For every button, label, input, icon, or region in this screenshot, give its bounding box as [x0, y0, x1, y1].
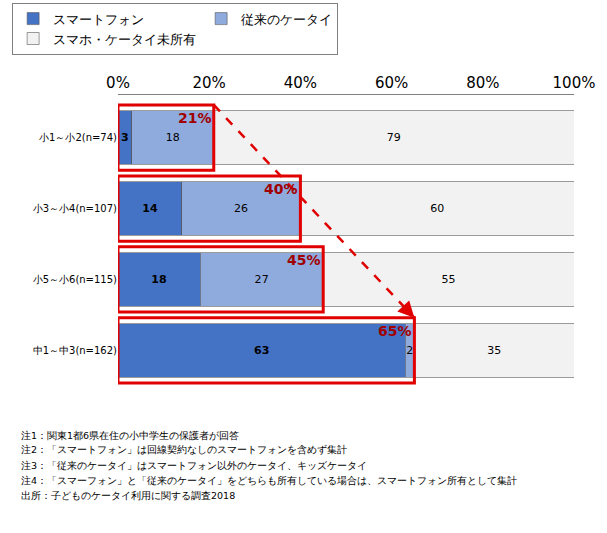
svg-text:27: 27 — [255, 273, 269, 286]
svg-text:55: 55 — [442, 273, 456, 286]
svg-text:注2：「スマートフォン」は回線契約なしのスマートフォンを含め: 注2：「スマートフォン」は回線契約なしのスマートフォンを含めず集計 — [21, 444, 347, 456]
svg-text:26: 26 — [234, 202, 248, 215]
svg-text:60: 60 — [430, 202, 444, 215]
svg-text:3: 3 — [121, 131, 129, 144]
svg-text:小5～小6(n=115): 小5～小6(n=115) — [33, 274, 117, 285]
svg-text:80%: 80% — [466, 74, 499, 92]
svg-text:小3～小4(n=107): 小3～小4(n=107) — [33, 203, 117, 214]
svg-text:35: 35 — [487, 344, 501, 357]
svg-text:出所：子どものケータイ利用に関する調査2018: 出所：子どものケータイ利用に関する調査2018 — [21, 490, 235, 501]
svg-text:40%: 40% — [264, 181, 298, 197]
svg-text:79: 79 — [387, 131, 401, 144]
svg-text:スマホ・ケータイ未所有: スマホ・ケータイ未所有 — [53, 32, 196, 47]
svg-text:65%: 65% — [378, 323, 412, 339]
svg-text:中1～中3(n=162): 中1～中3(n=162) — [33, 345, 117, 356]
svg-text:18: 18 — [151, 273, 166, 286]
svg-text:注3：「従来のケータイ」はスマートフォン以外のケータイ、キッ: 注3：「従来のケータイ」はスマートフォン以外のケータイ、キッズケータイ — [21, 460, 367, 471]
svg-text:スマートフォン: スマートフォン — [53, 12, 144, 27]
svg-text:従来のケータイ: 従来のケータイ — [241, 12, 332, 27]
svg-text:40%: 40% — [284, 74, 317, 92]
svg-text:21%: 21% — [178, 110, 212, 126]
svg-text:60%: 60% — [375, 74, 408, 92]
svg-text:小1～小2(n=74): 小1～小2(n=74) — [39, 132, 117, 143]
svg-text:0%: 0% — [106, 74, 130, 92]
svg-text:2: 2 — [406, 344, 413, 357]
svg-text:63: 63 — [254, 344, 269, 357]
svg-text:注4：「スマーフォン」と「従来のケータイ」をどちらも所有して: 注4：「スマーフォン」と「従来のケータイ」をどちらも所有している場合は、スマート… — [21, 475, 517, 486]
svg-text:18: 18 — [166, 131, 180, 144]
svg-text:注1：関東1都6県在住の小中学生の保護者が回答: 注1：関東1都6県在住の小中学生の保護者が回答 — [21, 430, 239, 441]
svg-text:100%: 100% — [553, 74, 596, 92]
svg-text:14: 14 — [142, 202, 158, 215]
svg-text:45%: 45% — [287, 252, 321, 268]
svg-text:20%: 20% — [193, 74, 226, 92]
